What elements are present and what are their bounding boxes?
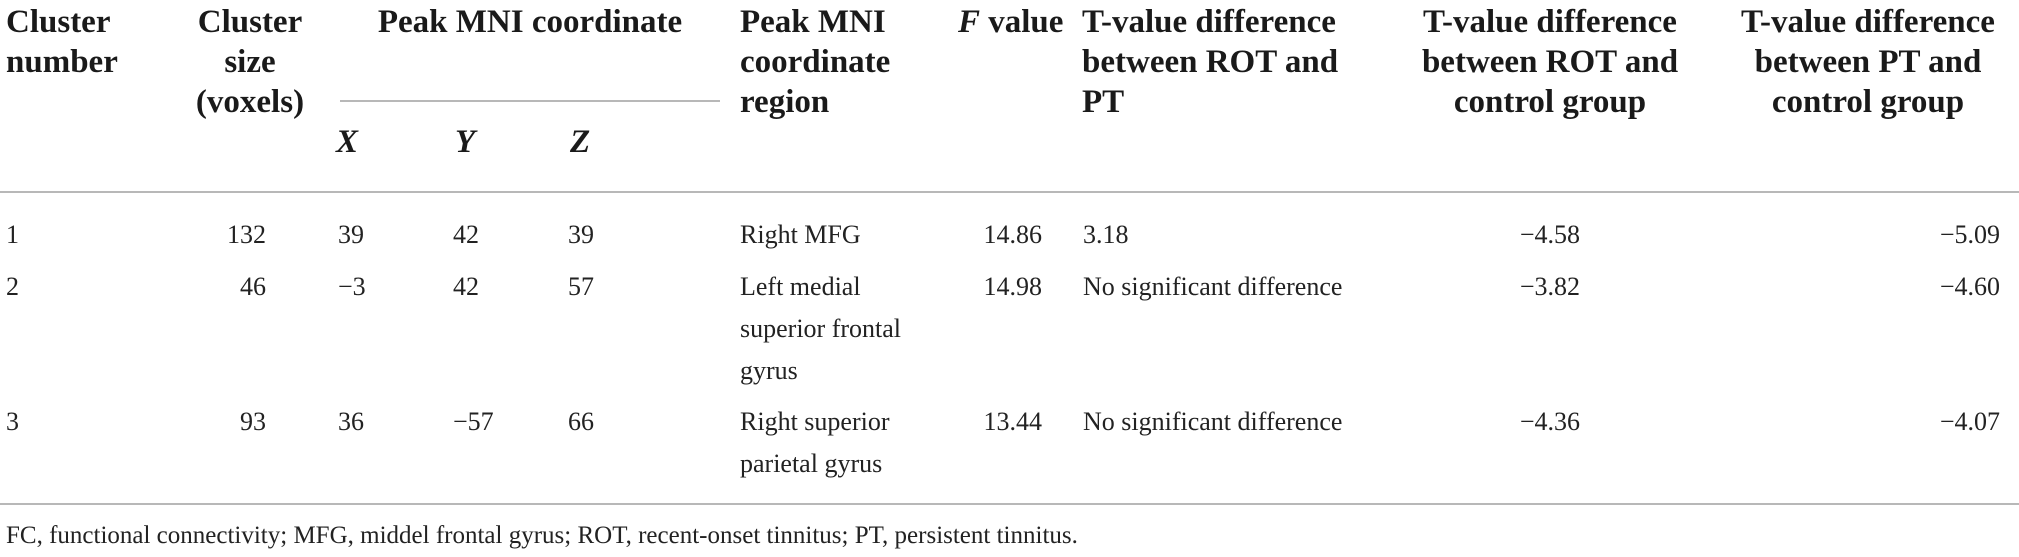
table-footnote: FC, functional connectivity; MFG, middel… <box>6 522 1078 549</box>
cell-cluster: 3 <box>6 407 19 436</box>
cell-pt-control: −4.60 <box>1939 272 2000 301</box>
cell-region: Left medial superior frontal gyrus <box>740 272 902 385</box>
cell-size: 132 <box>227 220 266 249</box>
cell-cluster: 1 <box>6 220 19 249</box>
cell-rot-pt: No significant difference <box>1083 272 1343 301</box>
header-cluster-number: Cluster number <box>6 4 118 80</box>
cell-y: 42 <box>453 272 479 301</box>
cell-rot-pt: No significant difference <box>1083 407 1343 436</box>
cell-region: Right MFG <box>740 220 861 249</box>
cell-size: 93 <box>240 407 266 436</box>
header-x: X <box>336 124 359 160</box>
cell-rot-control: −4.58 <box>1519 220 1580 249</box>
header-f-italic: F <box>958 4 981 40</box>
cell-pt-control: −5.09 <box>1939 220 2000 249</box>
cell-region: Right superior parietal gyrus <box>740 407 890 478</box>
cell-size: 46 <box>240 272 266 301</box>
cell-f: 14.86 <box>983 220 1043 249</box>
table-bottom-rule <box>0 503 2019 505</box>
header-y: Y <box>455 124 476 160</box>
header-region: Peak MNI coordinate region <box>740 4 891 120</box>
cell-rot-control: −4.36 <box>1519 407 1580 436</box>
header-pt-control: T-value difference between PT and contro… <box>1741 4 1995 120</box>
cell-z: 39 <box>568 220 594 249</box>
header-cluster-size: Cluster size (voxels) <box>195 4 305 120</box>
cell-x: 39 <box>338 220 364 249</box>
cell-f: 14.98 <box>983 272 1043 301</box>
header-rot-pt: T-value difference between ROT and PT <box>1082 4 1339 120</box>
cell-z: 57 <box>568 272 594 301</box>
cell-rot-control: −3.82 <box>1519 272 1580 301</box>
header-bottom-rule <box>0 191 2019 193</box>
cell-z: 66 <box>568 407 594 436</box>
header-f-rest: value <box>980 4 1064 40</box>
cell-x: −3 <box>338 272 366 301</box>
cell-rot-pt: 3.18 <box>1083 220 1129 249</box>
header-f-value: F value <box>958 2 1063 42</box>
header-subrule <box>340 100 720 102</box>
cell-y: 42 <box>453 220 479 249</box>
cell-pt-control: −4.07 <box>1939 407 2000 436</box>
header-peak-mni-coordinate: Peak MNI coordinate <box>377 4 683 40</box>
cell-x: 36 <box>338 407 364 436</box>
cell-cluster: 2 <box>6 272 19 301</box>
header-rot-control: T-value difference between ROT and contr… <box>1421 4 1679 120</box>
header-z: Z <box>570 124 591 160</box>
cell-f: 13.44 <box>983 407 1043 436</box>
cell-y: −57 <box>453 407 494 436</box>
